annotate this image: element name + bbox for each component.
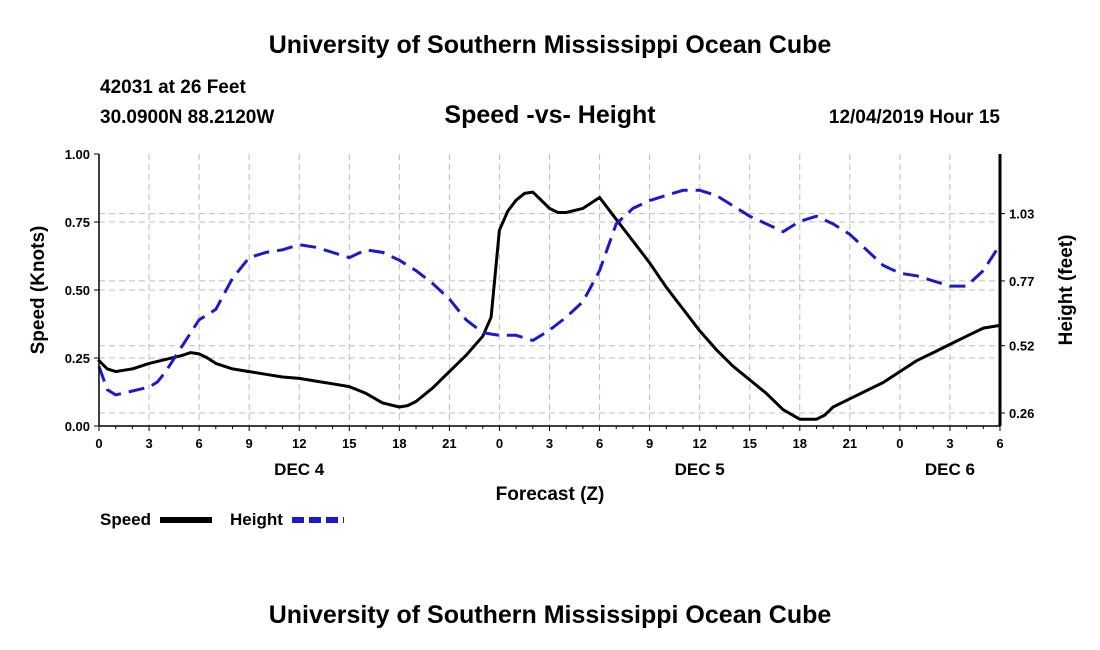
x-tick-label: 21 [843,436,857,451]
x-tick-label: 12 [692,436,706,451]
x-tick-label: 3 [546,436,553,451]
station-label: 42031 at 26 Feet [100,77,246,98]
y2-tick-label: 0.52 [1009,339,1034,354]
y2-tick-label: 0.26 [1009,406,1034,421]
x-tick-label: 18 [392,436,406,451]
day-label: DEC 6 [925,460,975,479]
y-tick-label: 0.50 [65,283,90,298]
x-tick-label: 3 [145,436,152,451]
chart-title: Speed -vs- Height [444,101,656,129]
x-tick-label: 0 [95,436,102,451]
y-tick-label: 0.75 [65,215,90,230]
x-tick-label: 6 [596,436,603,451]
x-tick-label: 18 [793,436,807,451]
legend-speed-label: Speed [100,510,151,529]
y-tick-label: 0.00 [65,419,90,434]
y-tick-label: 0.25 [65,351,90,366]
y-tick-label: 1.00 [65,147,90,162]
x-tick-label: 21 [442,436,456,451]
x-tick-label: 15 [342,436,356,451]
legend: Speed Height [100,510,344,529]
x-tick-label: 12 [292,436,306,451]
x-tick-label: 6 [996,436,1003,451]
x-tick-label: 9 [246,436,253,451]
day-label: DEC 5 [675,460,725,479]
y2-tick-label: 1.03 [1009,207,1034,222]
axes [94,153,1005,431]
top-title: University of Southern Mississippi Ocean… [268,31,832,59]
y2-axis-title: Height (feet) [1056,235,1077,346]
x-tick-label: 15 [742,436,756,451]
grid-lines [99,154,1000,426]
coordinates-label: 30.0900N 88.2120W [100,107,275,128]
speed-series-line [97,190,1002,421]
x-axis-title: Forecast (Z) [496,484,605,505]
height-series-line [97,188,1002,397]
day-label: DEC 4 [274,460,325,479]
x-tick-label: 3 [946,436,953,451]
x-tick-label: 0 [496,436,503,451]
bottom-title: University of Southern Mississippi Ocean… [268,601,832,629]
x-tick-label: 6 [195,436,202,451]
datetime-label: 12/04/2019 Hour 15 [828,107,1000,128]
x-tick-label: 0 [896,436,903,451]
series-lines [97,188,1002,421]
tick-labels: 0 3 6 9 12 15 18 21 0 3 6 9 12 15 18 21 0 3 6 DEC 4 DEC 5 DEC… [65,147,1035,479]
y-axis-title: Speed (Knots) [28,226,49,355]
y2-tick-label: 0.77 [1009,274,1034,289]
legend-height-label: Height [230,510,283,529]
x-tick-label: 9 [646,436,653,451]
